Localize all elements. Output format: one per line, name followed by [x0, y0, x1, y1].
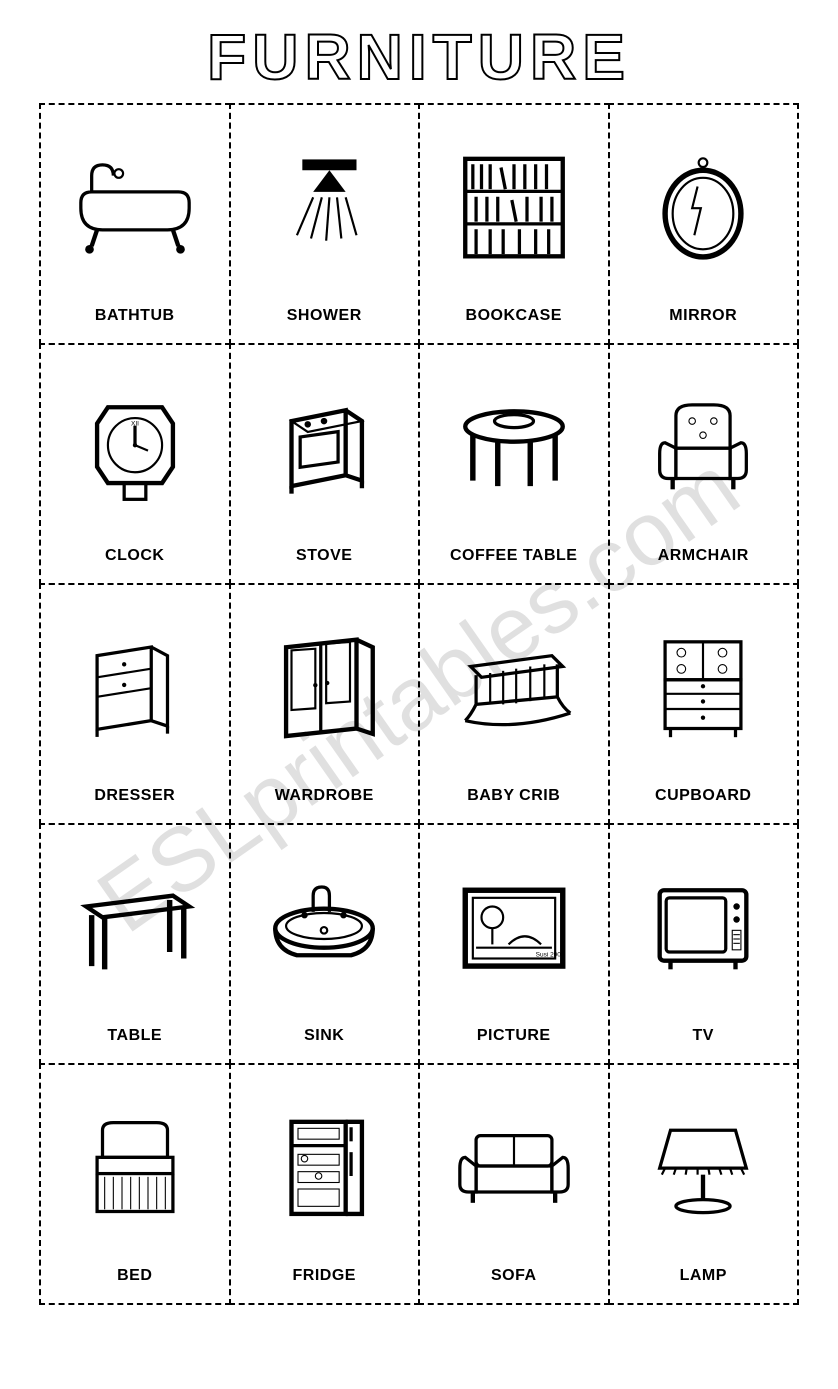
baby-crib-icon	[426, 597, 602, 779]
card-dresser: DRESSER	[39, 583, 231, 825]
card-tv: TV	[608, 823, 800, 1065]
label-baby-crib: BABY CRIB	[467, 787, 560, 805]
card-baby-crib: BABY CRIB	[418, 583, 610, 825]
shower-icon	[237, 117, 413, 299]
card-fridge: FRIDGE	[229, 1063, 421, 1305]
card-coffee-table: COFFEE TABLE	[418, 343, 610, 585]
label-armchair: ARMCHAIR	[658, 547, 749, 565]
card-bookcase: BOOKCASE	[418, 103, 610, 345]
card-picture: PICTURE	[418, 823, 610, 1065]
table-icon	[47, 837, 223, 1019]
armchair-icon	[616, 357, 792, 539]
wardrobe-icon	[237, 597, 413, 779]
label-sofa: SOFA	[491, 1267, 537, 1285]
label-fridge: FRIDGE	[293, 1267, 356, 1285]
label-tv: TV	[693, 1027, 714, 1045]
sink-icon	[237, 837, 413, 1019]
label-cupboard: CUPBOARD	[655, 787, 751, 805]
label-sink: SINK	[304, 1027, 344, 1045]
cupboard-icon	[616, 597, 792, 779]
label-clock: CLOCK	[105, 547, 164, 565]
coffee-table-icon	[426, 357, 602, 539]
label-table: TABLE	[107, 1027, 162, 1045]
page-title: FURNITURE	[40, 20, 798, 94]
label-dresser: DRESSER	[94, 787, 175, 805]
card-stove: STOVE	[229, 343, 421, 585]
clock-icon	[47, 357, 223, 539]
card-bathtub: BATHTUB	[39, 103, 231, 345]
card-wardrobe: WARDROBE	[229, 583, 421, 825]
card-shower: SHOWER	[229, 103, 421, 345]
bookcase-icon	[426, 117, 602, 299]
label-bathtub: BATHTUB	[95, 307, 175, 325]
stove-icon	[237, 357, 413, 539]
fridge-icon	[237, 1077, 413, 1259]
card-lamp: LAMP	[608, 1063, 800, 1305]
label-wardrobe: WARDROBE	[275, 787, 374, 805]
card-armchair: ARMCHAIR	[608, 343, 800, 585]
label-stove: STOVE	[296, 547, 352, 565]
card-sofa: SOFA	[418, 1063, 610, 1305]
label-picture: PICTURE	[477, 1027, 551, 1045]
card-sink: SINK	[229, 823, 421, 1065]
label-bookcase: BOOKCASE	[466, 307, 562, 325]
picture-icon	[426, 837, 602, 1019]
card-mirror: MIRROR	[608, 103, 800, 345]
label-lamp: LAMP	[680, 1267, 727, 1285]
label-shower: SHOWER	[287, 307, 362, 325]
bathtub-icon	[47, 117, 223, 299]
label-coffee-table: COFFEE TABLE	[450, 547, 577, 565]
label-mirror: MIRROR	[669, 307, 737, 325]
tv-icon	[616, 837, 792, 1019]
mirror-icon	[616, 117, 792, 299]
label-bed: BED	[117, 1267, 152, 1285]
bed-icon	[47, 1077, 223, 1259]
card-table: TABLE	[39, 823, 231, 1065]
card-clock: CLOCK	[39, 343, 231, 585]
sofa-icon	[426, 1077, 602, 1259]
dresser-icon	[47, 597, 223, 779]
card-cupboard: CUPBOARD	[608, 583, 800, 825]
lamp-icon	[616, 1077, 792, 1259]
furniture-grid: BATHTUB SHOWER BOOKCASE MIRROR CLOCK STO…	[40, 104, 798, 1304]
card-bed: BED	[39, 1063, 231, 1305]
